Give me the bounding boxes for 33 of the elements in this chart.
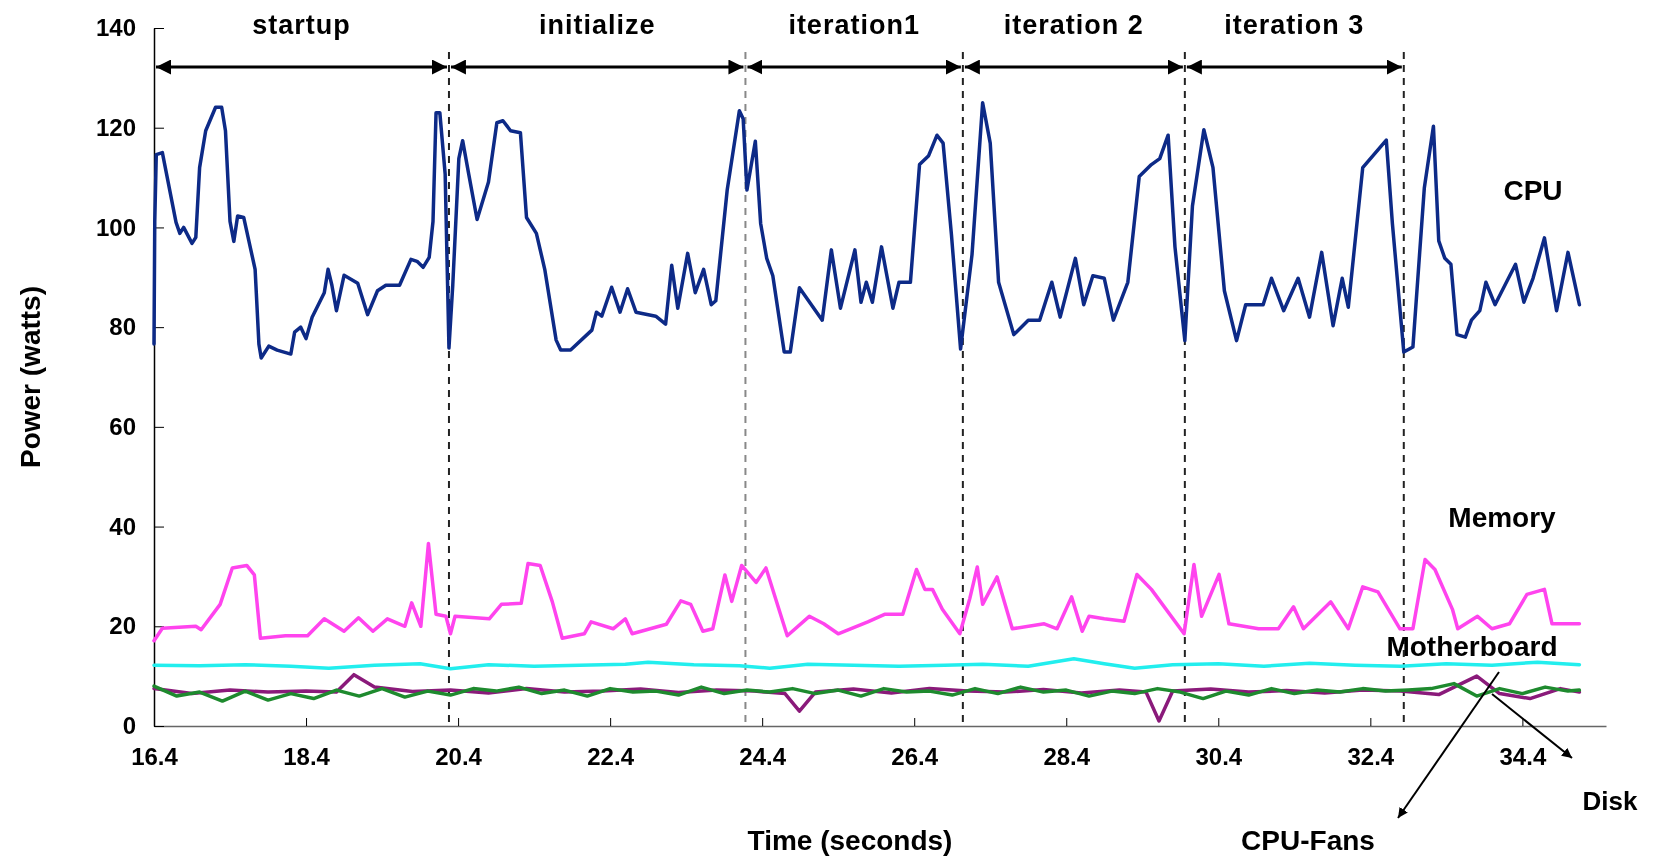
annotation: iteration 3 bbox=[1224, 10, 1365, 40]
line-series bbox=[152, 656, 1582, 671]
y-tick-label: 100 bbox=[95, 213, 136, 241]
y-tick-label: 140 bbox=[95, 14, 136, 42]
line-series bbox=[152, 681, 1582, 703]
x-tick-label: 24.4 bbox=[739, 743, 787, 771]
y-tick-label: 60 bbox=[109, 413, 136, 441]
y-axis-title: Power (watts) bbox=[15, 285, 46, 469]
x-tick-label: 34.4 bbox=[1499, 743, 1547, 771]
y-tick-label: 0 bbox=[122, 712, 136, 740]
series-label: Motherboard bbox=[1386, 631, 1558, 662]
x-tick-label: 28.4 bbox=[1043, 743, 1091, 771]
x-tick-label: 20.4 bbox=[435, 743, 483, 771]
line-series bbox=[152, 101, 1582, 360]
text: Disk bbox=[1582, 786, 1638, 816]
y-tick-label: 120 bbox=[95, 113, 136, 141]
annotation: initialize bbox=[538, 10, 656, 40]
y-tick-label: 80 bbox=[109, 313, 136, 341]
x-tick-label: 22.4 bbox=[587, 743, 635, 771]
y-tick-label: 20 bbox=[109, 612, 136, 640]
annotation: iteration1 bbox=[788, 10, 920, 40]
x-tick-label: 16.4 bbox=[131, 743, 179, 771]
x-axis-title: Time (seconds) bbox=[747, 825, 953, 856]
annotation: iteration 2 bbox=[1003, 10, 1144, 40]
x-tick-label: 26.4 bbox=[891, 743, 939, 771]
annotation: startup bbox=[252, 10, 351, 40]
series-label: Memory bbox=[1448, 502, 1557, 533]
y-tick-label: 40 bbox=[109, 512, 136, 540]
x-tick-label: 30.4 bbox=[1195, 743, 1243, 771]
series-label: CPU bbox=[1503, 175, 1563, 206]
x-tick-label: 32.4 bbox=[1347, 743, 1395, 771]
x-tick-label: 18.4 bbox=[283, 743, 331, 771]
text: CPU-Fans bbox=[1241, 825, 1375, 856]
